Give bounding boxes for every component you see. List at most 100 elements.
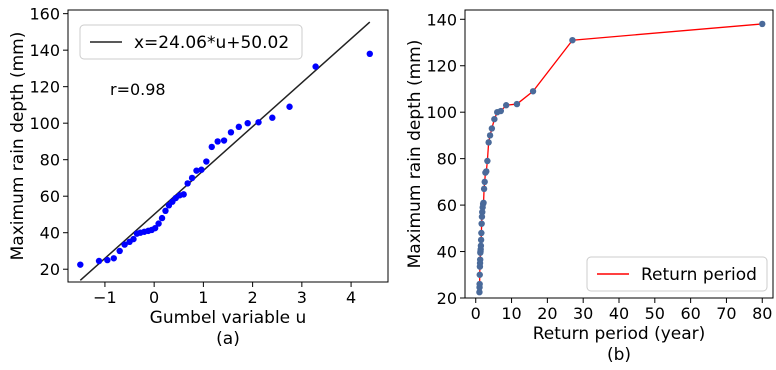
- y-tick-label: 120: [29, 78, 60, 97]
- data-point: [476, 256, 484, 263]
- data-point: [478, 229, 485, 237]
- data-point: [529, 88, 537, 95]
- data-point: [759, 20, 766, 28]
- data-point: [95, 257, 103, 265]
- panel-a: −1 0 1 2 3 4 20 40 60 80 100 120 140 160 Gumbel variab…: [8, 5, 389, 349]
- data-point: [312, 63, 319, 70]
- data-point: [477, 242, 485, 249]
- y-tick-label: 20: [437, 289, 457, 308]
- x-tick-label: 80: [752, 304, 772, 323]
- data-point: [184, 180, 191, 187]
- x-tick-label: 40: [609, 304, 629, 323]
- data-point: [486, 132, 494, 139]
- data-point: [255, 119, 262, 126]
- data-point: [269, 114, 276, 121]
- data-point: [162, 207, 169, 215]
- y-tick-label: 100: [29, 114, 60, 133]
- data-point: [180, 191, 187, 198]
- y-axis-label: Maximum rain depth (mm): [405, 40, 425, 269]
- data-point: [478, 220, 485, 227]
- data-point: [497, 107, 505, 115]
- x-tick-label: 0: [149, 288, 159, 307]
- data-point: [208, 143, 215, 151]
- data-point: [513, 100, 521, 108]
- data-point: [476, 271, 483, 278]
- data-point: [477, 236, 485, 244]
- x-tick-label: 70: [716, 304, 736, 323]
- x-tick-label: 50: [645, 304, 665, 323]
- data-point: [155, 220, 162, 227]
- x-tick-label: 2: [248, 288, 258, 307]
- y-tick-label: 120: [426, 57, 457, 76]
- data-point: [203, 158, 210, 165]
- data-point: [121, 241, 128, 248]
- panel-label: (b): [607, 345, 631, 365]
- data-point: [198, 166, 205, 173]
- x-tick-label: 30: [573, 304, 593, 323]
- data-point: [116, 247, 123, 255]
- x-tick-label: 60: [680, 304, 700, 323]
- y-tick-label: 160: [29, 5, 60, 24]
- data-point: [366, 50, 373, 58]
- data-point: [502, 102, 510, 109]
- data-point: [476, 288, 483, 296]
- plot-frame: [67, 9, 389, 283]
- series-line: [478, 23, 763, 293]
- data-point: [193, 167, 200, 174]
- data-point: [158, 214, 166, 222]
- data-point: [485, 139, 492, 146]
- data-point: [476, 280, 483, 288]
- data-point: [569, 36, 576, 44]
- y-tick-label: 60: [40, 187, 60, 206]
- y-tick-label: 80: [437, 150, 457, 169]
- data-point: [479, 208, 486, 216]
- data-point: [214, 138, 221, 145]
- data-point: [151, 224, 159, 232]
- y-tick-label: 40: [40, 224, 60, 243]
- x-tick-label: 3: [297, 288, 307, 307]
- x-tick-label: 1: [198, 288, 208, 307]
- data-point: [130, 235, 137, 243]
- panel-label: (a): [216, 329, 240, 349]
- legend-box: [586, 256, 768, 292]
- legend-box: [79, 24, 303, 60]
- legend-label: Return period: [641, 265, 757, 285]
- x-tick-label: −1: [93, 288, 117, 307]
- correlation-annotation: r=0.98: [110, 80, 166, 99]
- data-point: [484, 157, 491, 165]
- data-point: [104, 256, 111, 264]
- x-axis-label: Return period (year): [533, 324, 706, 344]
- x-tick-label: 20: [537, 304, 557, 323]
- data-point: [481, 178, 488, 186]
- y-tick-label: 20: [40, 260, 60, 279]
- data-point: [483, 168, 490, 175]
- x-tick-label: 0: [471, 304, 481, 323]
- plot-frame: [464, 9, 774, 299]
- data-point: [286, 103, 293, 110]
- legend-label: x=24.06*u+50.02: [134, 33, 289, 53]
- y-tick-label: 60: [437, 196, 457, 215]
- x-axis-label: Gumbel variable u: [150, 308, 307, 328]
- data-point: [77, 261, 84, 268]
- fit-line: [79, 21, 371, 281]
- data-point: [220, 137, 228, 144]
- data-point: [480, 185, 488, 193]
- y-tick-label: 140: [426, 10, 457, 29]
- data-point: [244, 119, 251, 127]
- y-tick-label: 40: [437, 243, 457, 262]
- data-point: [491, 115, 498, 123]
- legend: Return period: [586, 256, 768, 292]
- y-tick-label: 80: [40, 151, 60, 170]
- y-tick-label: 140: [29, 41, 60, 60]
- data-point: [110, 255, 117, 262]
- y-tick-label: 100: [426, 103, 457, 122]
- x-tick-label: 4: [346, 288, 356, 307]
- data-point: [480, 199, 487, 206]
- data-point: [488, 125, 496, 132]
- legend: x=24.06*u+50.02: [79, 24, 303, 60]
- y-axis-label: Maximum rain depth (mm): [8, 32, 28, 261]
- data-point: [188, 174, 196, 182]
- panel-b: 0 10 20 30 40 50 60 70 80 20 40 60 80 100 120 140 Return…: [405, 9, 774, 365]
- data-point: [227, 129, 235, 136]
